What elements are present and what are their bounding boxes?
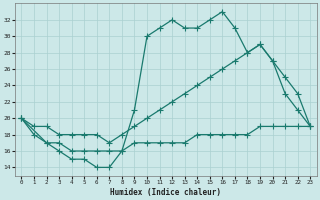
X-axis label: Humidex (Indice chaleur): Humidex (Indice chaleur) bbox=[110, 188, 221, 197]
